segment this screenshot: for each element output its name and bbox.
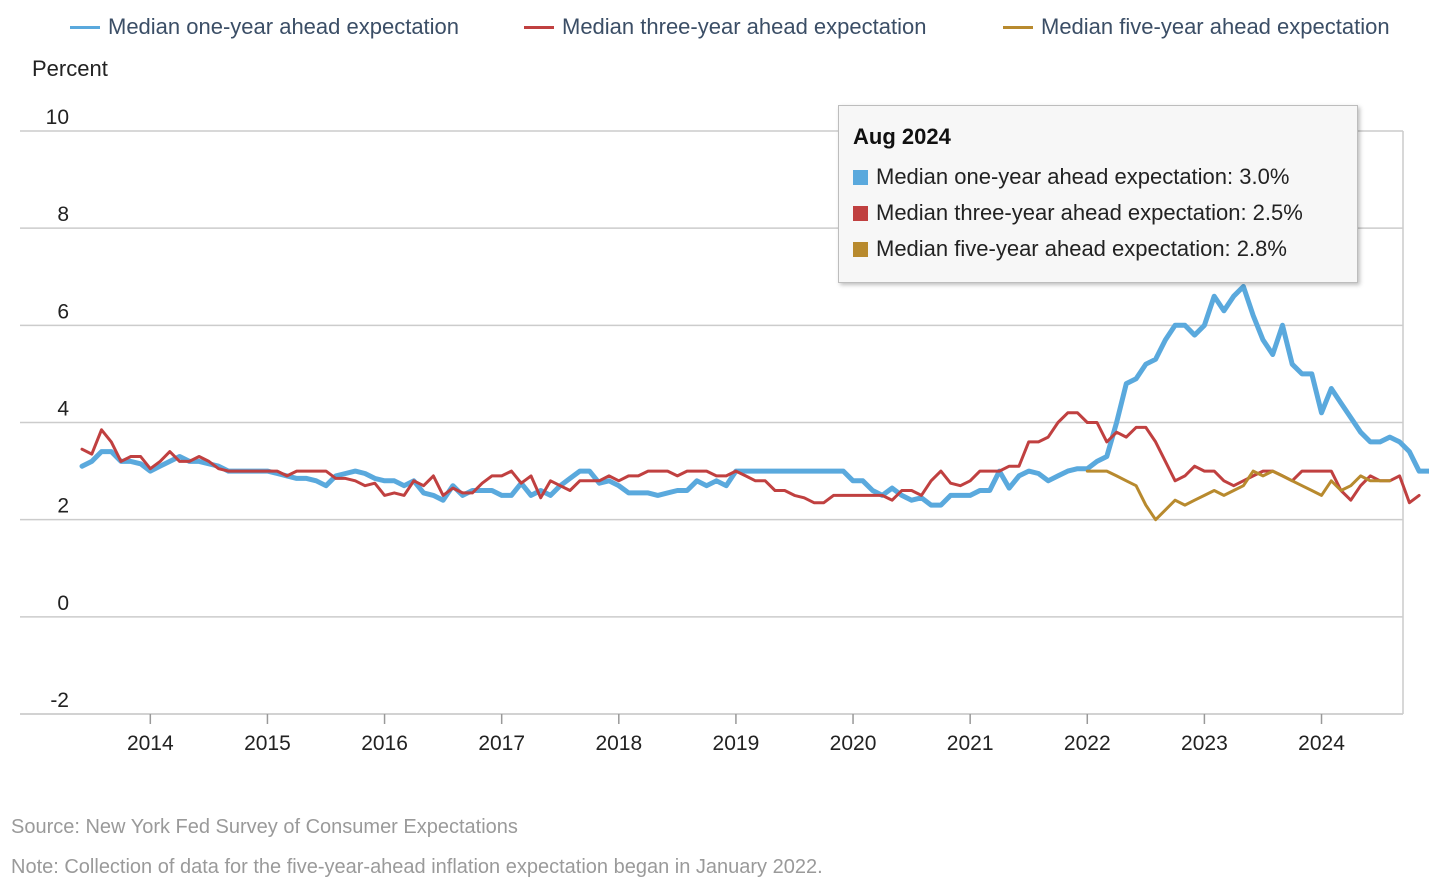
x-tick-label: 2018 [595, 732, 642, 755]
y-axis-label: Percent [32, 56, 108, 81]
tooltip-swatch-one-year [853, 169, 868, 185]
x-tick-label: 2022 [1064, 732, 1111, 755]
x-tick-label: 2021 [947, 732, 994, 755]
y-tick-label: 0 [57, 592, 69, 615]
x-tick-label: 2023 [1181, 732, 1228, 755]
tooltip-row-three-year: Median three-year ahead expectation: 2.5… [853, 195, 1357, 231]
tooltip-value-three-year: Median three-year ahead expectation: 2.5… [876, 200, 1303, 225]
y-tick-label: 4 [57, 398, 69, 421]
y-tick-label: -2 [50, 689, 69, 712]
chart-legend: Median one-year ahead expectation Median… [0, 14, 1429, 44]
x-tick-label: 2020 [830, 732, 877, 755]
series-line-3 [1085, 469, 1392, 522]
x-tick-label: 2019 [713, 732, 760, 755]
y-tick-label: 6 [57, 300, 69, 323]
legend-label-one-year: Median one-year ahead expectation [108, 14, 460, 39]
y-tick-label: 8 [57, 203, 69, 226]
legend-swatch-one-year [70, 25, 100, 29]
tooltip-title: Aug 2024 [853, 124, 951, 149]
y-tick-label: 10 [46, 106, 69, 129]
x-tick-label: 2016 [361, 732, 408, 755]
tooltip-swatch-three-year [853, 205, 868, 221]
legend-label-three-year: Median three-year ahead expectation [562, 14, 927, 39]
legend-item-one-year[interactable]: Median one-year ahead expectation [70, 14, 459, 40]
legend-label-five-year: Median five-year ahead expectation [1041, 14, 1390, 39]
tooltip-value-one-year: Median one-year ahead expectation: 3.0% [876, 164, 1290, 189]
legend-swatch-three-year [524, 25, 554, 29]
tooltip-row-five-year: Median five-year ahead expectation: 2.8% [853, 231, 1357, 267]
x-tick-label: 2024 [1298, 732, 1345, 755]
tooltip-row-one-year: Median one-year ahead expectation: 3.0% [853, 159, 1357, 195]
legend-swatch-five-year [1003, 25, 1033, 29]
tooltip-swatch-five-year [853, 241, 868, 257]
legend-item-five-year[interactable]: Median five-year ahead expectation [1003, 14, 1390, 40]
legend-item-three-year[interactable]: Median three-year ahead expectation [524, 14, 926, 40]
x-tick-label: 2015 [244, 732, 291, 755]
series-line-2 [80, 411, 1421, 505]
y-tick-label: 2 [57, 495, 69, 518]
x-tick-label: 2017 [478, 732, 525, 755]
tooltip-value-five-year: Median five-year ahead expectation: 2.8% [876, 236, 1287, 261]
series-line-1 [79, 284, 1429, 508]
source-note: Source: New York Fed Survey of Consumer … [11, 816, 518, 838]
x-tick-label: 2014 [127, 732, 174, 755]
hover-tooltip: Aug 2024 Median one-year ahead expectati… [838, 105, 1358, 283]
collection-note: Note: Collection of data for the five-ye… [11, 856, 823, 878]
